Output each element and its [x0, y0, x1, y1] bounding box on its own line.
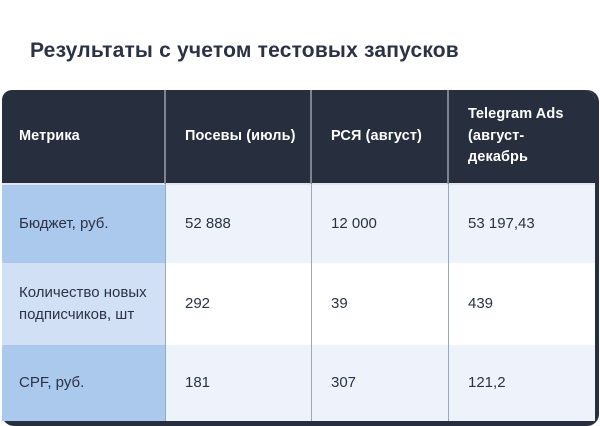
column-header-rsya: РСЯ (август)	[312, 90, 449, 185]
column-header-metric: Метрика	[2, 90, 166, 185]
row-label-subscribers: Количество новых подписчиков, шт	[2, 263, 166, 345]
table-card: Метрика Посевы (июль) РСЯ (август) Teleg…	[2, 90, 599, 426]
table-cell: 53 197,43	[449, 185, 595, 263]
results-table: Метрика Посевы (июль) РСЯ (август) Teleg…	[2, 90, 595, 421]
table-cell: 307	[312, 345, 449, 421]
table-cell: 39	[312, 263, 449, 345]
table-cell: 181	[166, 345, 312, 421]
table-cell: 121,2	[449, 345, 595, 421]
table-cell: 292	[166, 263, 312, 345]
table-cell: 12 000	[312, 185, 449, 263]
table-cell: 439	[449, 263, 595, 345]
column-header-posevy: Посевы (июль)	[166, 90, 312, 185]
column-header-telegram-ads: Telegram Ads (август-декабрь	[449, 90, 595, 185]
row-label-budget: Бюджет, руб.	[2, 185, 166, 263]
row-label-cpf: CPF, руб.	[2, 345, 166, 421]
table-cell: 52 888	[166, 185, 312, 263]
page-title: Результаты с учетом тестовых запусков	[30, 39, 459, 62]
